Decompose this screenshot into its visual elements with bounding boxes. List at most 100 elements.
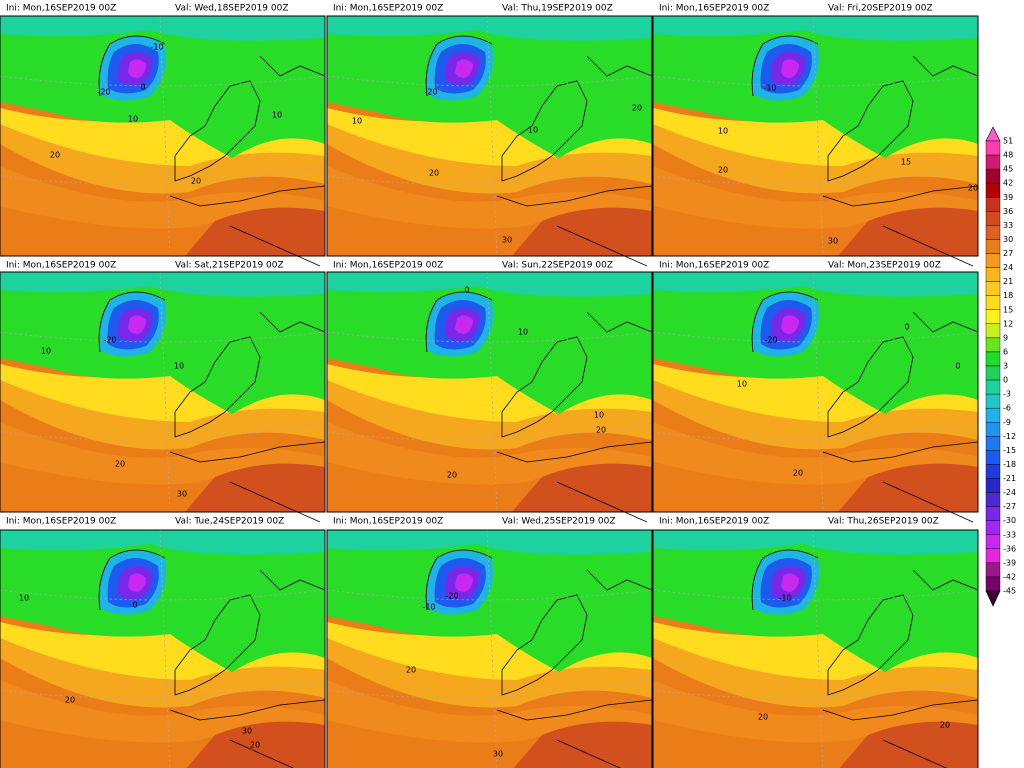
contour-label: 0 xyxy=(140,83,145,92)
colorbar-tick-label: -15 xyxy=(1003,446,1016,455)
contour-label: 15 xyxy=(901,158,911,167)
colorbar-tick-label: 15 xyxy=(1003,305,1013,314)
panel-init-label: Ini: Mon,16SEP2019 00Z xyxy=(333,261,443,271)
map-field xyxy=(326,15,653,267)
colorbar-tick-label: -30 xyxy=(1003,516,1016,525)
colorbar-tick-label: 0 xyxy=(1003,376,1008,385)
panel-init-label: Ini: Mon,16SEP2019 00Z xyxy=(6,4,116,14)
colorbar-band xyxy=(985,309,1001,325)
contour-label: 20 xyxy=(406,666,416,675)
map-field xyxy=(652,271,979,523)
colorbar-band xyxy=(985,576,1001,592)
map-field xyxy=(326,271,653,523)
panel-init-label: Ini: Mon,16SEP2019 00Z xyxy=(6,517,116,527)
map-panel: -20 -10 20 30 xyxy=(326,529,653,768)
colorbar-tick-label: 42 xyxy=(1003,179,1013,188)
map-frame xyxy=(652,15,979,257)
colorbar-tick-label: 45 xyxy=(1003,165,1013,174)
colorbar-band xyxy=(985,323,1001,339)
contour-label: 0 xyxy=(904,323,909,332)
colorbar-tick-label: 3 xyxy=(1003,362,1008,371)
map-frame xyxy=(0,271,326,513)
panel-valid-label: Val: Wed,25SEP2019 00Z xyxy=(502,517,616,527)
map-panel: 0 10 20 30 20 xyxy=(0,529,326,768)
map-frame xyxy=(0,529,326,768)
contour-label: 20 xyxy=(115,460,125,469)
contour-label: 10 xyxy=(594,411,604,420)
colorbar-band xyxy=(985,281,1001,296)
map-field xyxy=(652,529,979,768)
colorbar-band xyxy=(985,478,1001,493)
colorbar-band xyxy=(985,379,1001,395)
colorbar-band xyxy=(985,492,1001,507)
colorbar-tick-label: 18 xyxy=(1003,291,1013,300)
colorbar-band xyxy=(985,182,1001,198)
colorbar-tick-label: 24 xyxy=(1003,263,1013,272)
contour-label: -10 xyxy=(422,603,435,612)
colorbar-band xyxy=(985,534,1001,550)
contour-label: 20 xyxy=(632,104,642,113)
colorbar-tick-label: -45 xyxy=(1003,587,1016,596)
colorbar-band xyxy=(985,436,1001,451)
colorbar-tick-label: 36 xyxy=(1003,207,1013,216)
colorbar-band xyxy=(985,253,1001,268)
map-frame xyxy=(0,15,326,257)
colorbar-tick-label: -36 xyxy=(1003,544,1016,553)
colorbar-tick-label: -3 xyxy=(1003,390,1011,399)
colorbar-tick-label: 21 xyxy=(1003,277,1013,286)
panel-valid-label: Val: Thu,26SEP2019 00Z xyxy=(828,517,939,527)
contour-label: 20 xyxy=(429,169,439,178)
contour-label: -20 xyxy=(424,88,437,97)
panel-init-label: Ini: Mon,16SEP2019 00Z xyxy=(659,517,769,527)
colorbar-band xyxy=(985,154,1001,170)
contour-label: 20 xyxy=(718,166,728,175)
contour-label: 0 xyxy=(464,286,469,295)
panel-init-label: Ini: Mon,16SEP2019 00Z xyxy=(659,261,769,271)
contour-label: 20 xyxy=(940,721,950,730)
panel-valid-label: Val: Sun,22SEP2019 00Z xyxy=(502,261,613,271)
colorbar-tick-label: 27 xyxy=(1003,249,1013,258)
colorbar-band xyxy=(985,450,1001,465)
panel-valid-label: Val: Fri,20SEP2019 00Z xyxy=(828,4,933,14)
colorbar-tick-label: 51 xyxy=(1003,137,1013,146)
map-frame xyxy=(326,529,653,768)
map-field xyxy=(0,529,326,768)
panel-init-label: Ini: Mon,16SEP2019 00Z xyxy=(333,517,443,527)
colorbar-band xyxy=(985,562,1001,578)
contour-label: 30 xyxy=(242,727,252,736)
map-panel: -20 10 10 20 30 xyxy=(0,271,326,523)
colorbar-band xyxy=(985,422,1001,437)
colorbar-tick-label: 33 xyxy=(1003,221,1013,230)
map-panel: -10 -20 0 10 20 20 10 xyxy=(0,15,326,267)
contour-label: 20 xyxy=(65,696,75,705)
map-panel: -20 0 10 20 0 xyxy=(652,271,979,523)
map-panel: -10 10 20 15 30 20 xyxy=(652,15,979,267)
colorbar-tick-label: 30 xyxy=(1003,235,1013,244)
colorbar-band xyxy=(985,225,1001,240)
contour-label: -10 xyxy=(778,594,791,603)
colorbar-tick-label: -42 xyxy=(1003,572,1016,581)
contour-label: 20 xyxy=(191,177,201,186)
colorbar-tick-label: -33 xyxy=(1003,530,1016,539)
contour-label: -20 xyxy=(103,336,116,345)
contour-label: -20 xyxy=(764,336,777,345)
map-field xyxy=(0,15,326,267)
contour-label: 30 xyxy=(493,750,503,759)
panel-valid-label: Val: Mon,23SEP2019 00Z xyxy=(828,261,941,271)
contour-label: 10 xyxy=(528,126,538,135)
colorbar-band xyxy=(985,464,1001,479)
contour-label: -10 xyxy=(763,84,776,93)
contour-label: 30 xyxy=(177,490,187,499)
contour-label: 10 xyxy=(19,594,29,603)
contour-label: 10 xyxy=(41,347,51,356)
map-frame xyxy=(326,15,653,257)
colorbar-band xyxy=(985,197,1001,212)
panel-valid-label: Val: Thu,19SEP2019 00Z xyxy=(502,4,613,14)
colorbar-tick-label: -21 xyxy=(1003,474,1016,483)
colorbar-band xyxy=(985,506,1001,521)
contour-label: 10 xyxy=(272,111,282,120)
colorbar-tick-label: -27 xyxy=(1003,502,1016,511)
map-panel: -10 20 20 xyxy=(652,529,979,768)
contour-label: 30 xyxy=(502,236,512,245)
